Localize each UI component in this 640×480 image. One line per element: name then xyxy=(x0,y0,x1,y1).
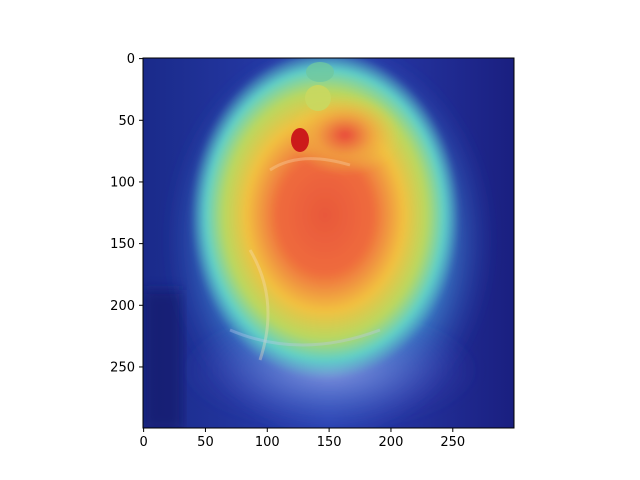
y-tick-label: 50 xyxy=(118,114,135,129)
x-tick-label: 100 xyxy=(255,435,280,450)
y-tick-label: 100 xyxy=(110,175,135,190)
x-tick-label: 250 xyxy=(440,435,465,450)
axes-frame xyxy=(142,57,515,429)
y-tick-label: 250 xyxy=(110,360,135,375)
x-tick-label: 150 xyxy=(317,435,342,450)
y-tick-label: 150 xyxy=(110,237,135,252)
y-axis: 0 50 100 150 200 250 xyxy=(110,52,143,375)
x-tick-label: 50 xyxy=(197,435,214,450)
x-tick-label: 200 xyxy=(379,435,404,450)
x-tick-label: 0 xyxy=(139,435,147,450)
y-tick-label: 0 xyxy=(127,52,135,67)
y-tick-label: 200 xyxy=(110,299,135,314)
heatmap-image xyxy=(143,58,514,428)
x-axis: 0 50 100 150 200 250 xyxy=(139,428,465,450)
